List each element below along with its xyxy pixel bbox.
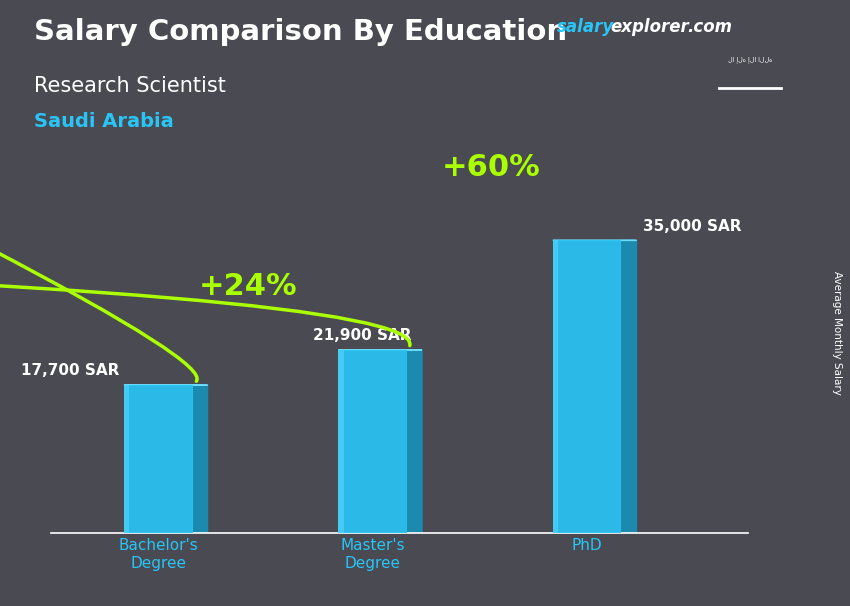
Text: salary: salary	[557, 18, 614, 36]
Bar	[338, 350, 344, 533]
Text: لا إله إلا الله: لا إله إلا الله	[728, 56, 773, 63]
Text: +60%: +60%	[441, 153, 540, 182]
Polygon shape	[193, 385, 207, 533]
Text: .com: .com	[687, 18, 732, 36]
Bar	[124, 385, 129, 533]
Text: Research Scientist: Research Scientist	[34, 76, 226, 96]
Text: Average Monthly Salary: Average Monthly Salary	[832, 271, 842, 395]
Polygon shape	[621, 241, 637, 533]
Polygon shape	[407, 350, 422, 533]
Text: 35,000 SAR: 35,000 SAR	[643, 219, 741, 234]
Text: 17,700 SAR: 17,700 SAR	[21, 364, 120, 379]
Text: Salary Comparison By Education: Salary Comparison By Education	[34, 18, 567, 46]
Bar	[124, 385, 193, 533]
Bar	[338, 350, 407, 533]
Text: Saudi Arabia: Saudi Arabia	[34, 112, 173, 131]
Text: explorer: explorer	[610, 18, 689, 36]
Text: 21,900 SAR: 21,900 SAR	[313, 328, 411, 344]
Bar	[552, 241, 558, 533]
Text: +24%: +24%	[199, 271, 298, 301]
Bar	[552, 241, 621, 533]
